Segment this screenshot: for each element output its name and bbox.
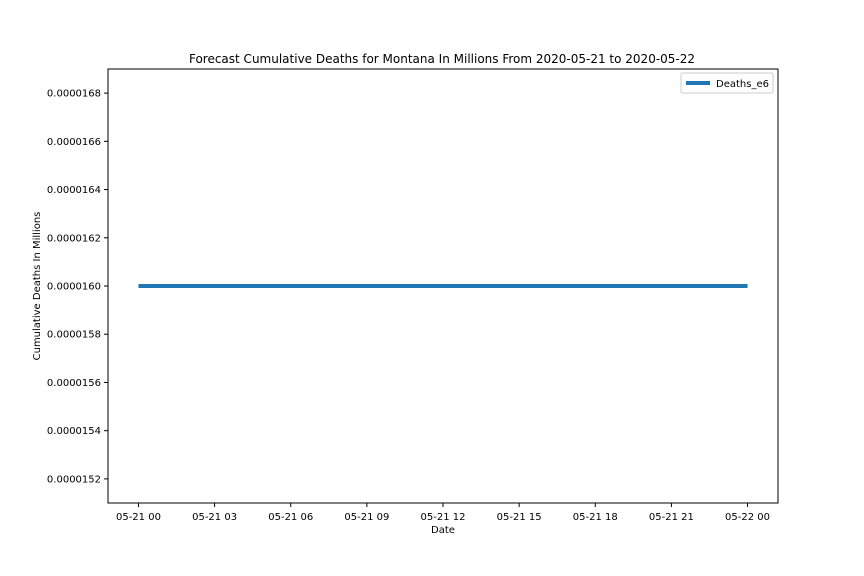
x-tick-label: 05-21 03 <box>192 512 237 523</box>
x-tick-label: 05-21 00 <box>116 512 161 523</box>
x-axis-label: Date <box>431 525 455 536</box>
legend: Deaths_e6 <box>680 72 774 94</box>
y-tick-label: 0.0000162 <box>47 233 101 244</box>
y-tick-label: 0.0000164 <box>47 185 101 196</box>
y-tick-label: 0.0000152 <box>47 474 101 485</box>
x-tick-label: 05-21 06 <box>268 512 313 523</box>
x-tick-label: 05-21 21 <box>649 512 694 523</box>
y-tick-label: 0.0000160 <box>47 282 101 293</box>
x-tick-label: 05-21 12 <box>421 512 466 523</box>
x-axis: 05-21 00 05-21 03 05-21 06 05-21 09 05-21 12… <box>116 503 770 523</box>
y-tick-label: 0.0000156 <box>47 378 101 389</box>
y-tick-label: 0.0000154 <box>47 426 101 437</box>
y-tick-label: 0.0000166 <box>47 137 101 148</box>
y-axis: 0.0000152 0.0000154 0.0000156 0.0000158 0.00… <box>47 89 108 485</box>
x-tick-label: 05-21 18 <box>573 512 618 523</box>
legend-label: Deaths_e6 <box>716 79 769 90</box>
x-tick-label: 05-21 15 <box>497 512 542 523</box>
legend-box <box>680 72 774 94</box>
x-tick-label: 05-21 09 <box>344 512 389 523</box>
y-tick-label: 0.0000168 <box>47 89 101 100</box>
x-tick-label: 05-22 00 <box>725 512 770 523</box>
y-tick-label: 0.0000158 <box>47 330 101 341</box>
y-axis-label: Cumulative Deaths In Millions <box>32 212 43 361</box>
chart-title: Forecast Cumulative Deaths for Montana I… <box>189 52 695 66</box>
